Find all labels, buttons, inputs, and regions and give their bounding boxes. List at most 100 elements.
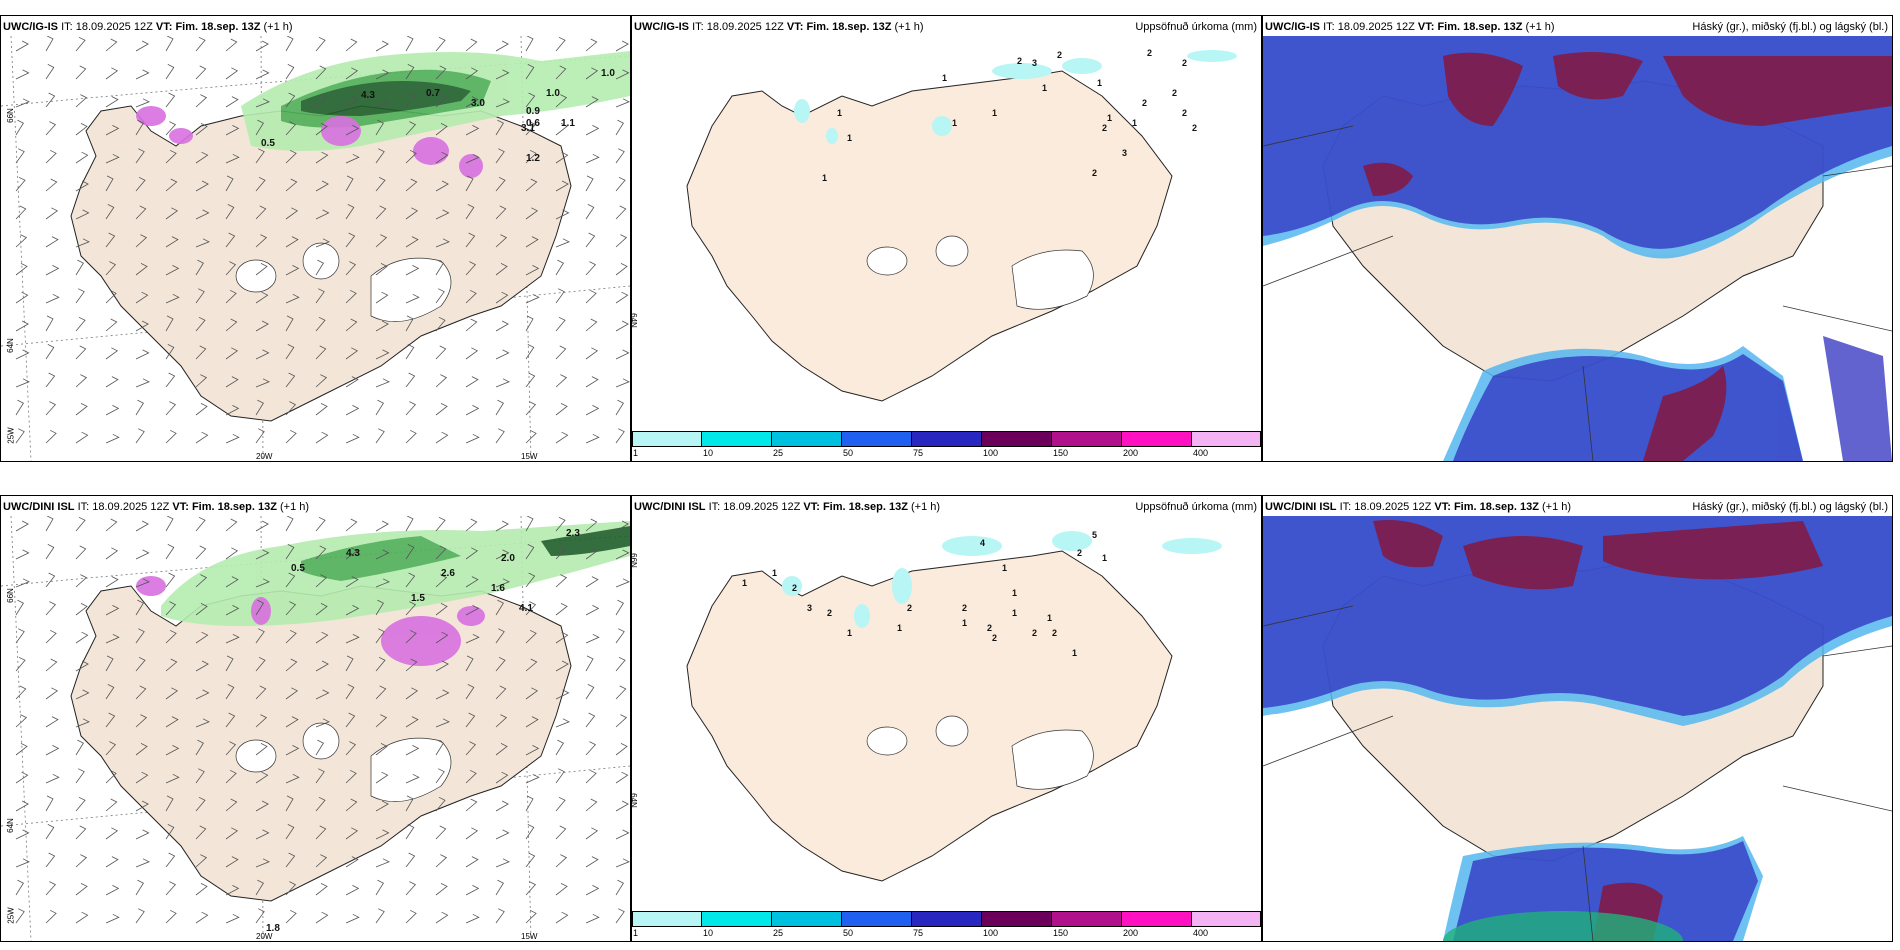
wind-barb — [15, 879, 24, 896]
wind-barb — [75, 403, 88, 416]
value-label: 1 — [1012, 608, 1017, 618]
wind-barb — [135, 858, 150, 868]
wind-barb — [15, 378, 30, 388]
value-label: 3.1 — [521, 123, 535, 134]
wind-barb — [585, 433, 600, 444]
wind-barb — [255, 428, 265, 444]
wind-barb — [525, 429, 537, 444]
wind-barb — [525, 881, 537, 896]
colorbar-label: 150 — [1053, 448, 1069, 458]
colorbar-label: 25 — [773, 448, 784, 458]
wind-barb — [615, 399, 624, 416]
value-label: 2 — [1102, 123, 1107, 133]
wind-barb — [495, 320, 509, 332]
wind-barb — [555, 768, 565, 784]
wind-barb — [195, 739, 204, 756]
wind-barb — [315, 768, 325, 784]
colorbar-box-2 — [772, 431, 842, 447]
wind-barb — [315, 259, 324, 276]
wind-barb — [615, 40, 629, 52]
wind-barb — [255, 743, 268, 756]
wind-barb — [285, 64, 295, 80]
wind-barb — [585, 769, 597, 784]
wind-barb — [525, 544, 535, 560]
wind-barb — [165, 516, 174, 532]
wind-barb — [285, 824, 295, 840]
wind-barb — [225, 684, 235, 700]
wind-barb — [75, 374, 88, 388]
colorbar-box-1 — [702, 911, 772, 927]
wind-barb — [465, 405, 480, 416]
wind-barb — [555, 374, 568, 388]
cloud-free — [1263, 243, 1353, 461]
wind-barb — [345, 67, 359, 80]
wind-barb — [525, 344, 535, 360]
wind-barb — [615, 858, 630, 868]
lon-label-15w: 15W — [521, 452, 538, 461]
colorbar-label: 150 — [1053, 928, 1069, 938]
wind-barb — [45, 658, 58, 672]
grid-lines — [1263, 605, 1892, 941]
wind-barb — [135, 908, 145, 924]
wind-barb — [285, 344, 295, 360]
wind-barb — [165, 344, 175, 360]
wind-barb — [615, 578, 630, 588]
wind-barb — [405, 716, 419, 728]
wind-barb — [345, 376, 359, 388]
lat-label-64n: 64N — [5, 338, 15, 353]
value-label: 1 — [1097, 78, 1102, 88]
value-label: 1 — [772, 568, 777, 578]
wind-barb — [315, 94, 328, 108]
wind-barb — [135, 98, 150, 108]
wind-barb — [225, 633, 240, 644]
wind-barb — [405, 544, 415, 560]
wind-barb — [225, 913, 240, 924]
value-label: 1 — [1002, 563, 1007, 573]
wind-barb — [555, 151, 569, 164]
colorbar-box-6 — [1052, 911, 1122, 927]
colorbar-label: 1 — [633, 928, 639, 938]
wind-barb — [435, 854, 448, 868]
lat-label-66n: 66N — [5, 108, 15, 123]
wind-barb — [375, 520, 389, 532]
wind-barb — [345, 96, 359, 108]
wind-barb — [285, 429, 297, 444]
wind-barb — [435, 718, 450, 728]
wind-barb — [15, 578, 30, 588]
wind-barb — [315, 574, 328, 588]
colorbar-label: 100 — [983, 928, 999, 938]
wind-barb — [135, 743, 148, 756]
panel-clouds-igis: UWC/IG-IS IT: 18.09.2025 12Z VT: Fim. 18… — [1262, 15, 1893, 462]
wind-barb — [75, 660, 89, 672]
wind-barb — [375, 549, 390, 560]
lon-label-25w: 25W — [6, 907, 16, 924]
wind-barb — [165, 824, 175, 840]
wind-barb — [405, 429, 417, 444]
wind-barbs — [15, 516, 630, 924]
wind-barb — [15, 908, 25, 924]
wind-barb — [105, 38, 118, 52]
wind-barb — [375, 771, 389, 784]
value-label: 5 — [1092, 530, 1097, 540]
value-label: 1.0 — [601, 68, 615, 79]
colorbar-label: 75 — [913, 448, 924, 458]
wind-barb — [585, 798, 598, 812]
wind-barb — [525, 401, 537, 416]
colorbar-box-0 — [632, 911, 702, 927]
wind-barb — [495, 599, 504, 616]
wind-barb — [165, 629, 177, 644]
wind-barb — [105, 769, 117, 784]
wind-barb — [195, 123, 208, 136]
wind-barb — [585, 376, 599, 388]
wind-barb — [525, 236, 539, 248]
wind-barb — [585, 605, 600, 616]
wind-barb — [495, 685, 507, 700]
colorbar-box-5 — [982, 431, 1052, 447]
wind-barb — [165, 909, 177, 924]
wind-barb — [105, 204, 115, 220]
wind-barb — [495, 205, 507, 220]
wind-barb — [45, 344, 55, 360]
wind-barb — [375, 428, 385, 444]
wind-barb — [495, 428, 505, 444]
